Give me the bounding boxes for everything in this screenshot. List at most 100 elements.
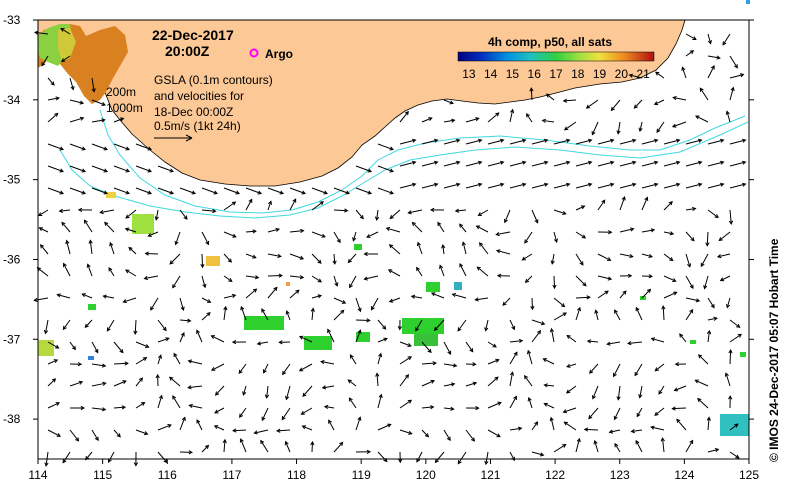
velocity-arrow	[47, 77, 55, 86]
velocity-arrow	[484, 319, 489, 332]
velocity-arrow	[214, 385, 225, 396]
velocity-arrow	[654, 71, 665, 79]
velocity-arrow	[99, 209, 115, 215]
velocity-arrow	[553, 182, 571, 189]
velocity-arrow	[179, 318, 192, 323]
velocity-arrow	[124, 227, 137, 233]
velocity-arrow	[278, 340, 291, 345]
velocity-arrow	[172, 395, 181, 409]
velocity-arrow	[397, 319, 402, 331]
velocity-arrow	[614, 309, 621, 321]
isobaths	[59, 109, 749, 219]
velocity-arrow	[284, 440, 291, 453]
velocity-arrow	[575, 275, 587, 287]
velocity-arrow	[267, 187, 285, 195]
velocity-arrow	[253, 429, 269, 435]
velocity-arrow	[47, 112, 59, 123]
velocity-arrow	[484, 451, 489, 466]
velocity-arrow	[264, 385, 270, 399]
velocity-arrow	[553, 444, 567, 453]
colorbar-tick-label: 13	[462, 67, 476, 81]
velocity-arrow	[47, 143, 65, 151]
velocity-arrow	[509, 351, 518, 365]
velocity-arrow	[729, 160, 747, 167]
velocity-arrow	[619, 273, 633, 278]
velocity-arrow	[399, 341, 412, 347]
velocity-arrows	[33, 27, 747, 467]
velocity-arrow	[91, 118, 106, 123]
velocity-arrow	[147, 231, 159, 237]
velocity-arrow	[200, 253, 205, 269]
velocity-arrow	[676, 418, 687, 431]
velocity-arrow	[421, 341, 432, 354]
velocity-arrow	[613, 363, 621, 378]
sst-patch	[414, 334, 438, 346]
velocity-arrow	[566, 363, 577, 368]
velocity-arrow	[399, 373, 410, 387]
velocity-arrow	[245, 229, 257, 234]
velocity-arrow	[399, 356, 412, 365]
velocity-arrow	[724, 372, 731, 387]
velocity-arrow	[65, 239, 71, 255]
velocity-arrow	[332, 253, 337, 265]
velocity-arrow	[387, 269, 401, 277]
velocity-arrow	[239, 407, 247, 418]
velocity-arrow	[179, 187, 197, 195]
velocity-arrow	[113, 361, 129, 366]
velocity-arrow	[663, 138, 681, 145]
x-tick-label: 114	[28, 468, 47, 482]
velocity-arrow	[333, 441, 344, 453]
velocity-arrow	[726, 297, 731, 309]
velocity-arrow	[610, 99, 621, 112]
velocity-arrow	[634, 363, 643, 377]
velocity-arrow	[496, 273, 511, 278]
velocity-arrow	[545, 93, 555, 101]
velocity-arrow	[661, 305, 666, 321]
sst-observations	[38, 0, 750, 436]
velocity-arrow	[388, 297, 401, 303]
sst-patch	[354, 244, 362, 250]
velocity-arrow	[443, 429, 451, 442]
velocity-arrow	[154, 209, 159, 221]
velocity-arrow	[454, 208, 467, 213]
velocity-arrow	[91, 407, 107, 412]
velocity-arrow	[685, 275, 694, 290]
velocity-arrow	[650, 425, 665, 431]
velocity-arrow	[660, 437, 665, 453]
velocity-arrow	[457, 451, 467, 465]
velocity-arrow	[47, 165, 65, 173]
velocity-arrow	[355, 165, 373, 173]
velocity-arrow	[157, 424, 172, 431]
velocity-arrow	[681, 66, 687, 79]
velocity-arrow	[201, 187, 219, 195]
velocity-arrow	[616, 121, 621, 135]
velocity-arrow	[311, 294, 323, 299]
velocity-arrow	[113, 165, 131, 173]
velocity-arrow	[201, 297, 212, 303]
sst-patch	[38, 340, 54, 356]
velocity-arrow	[213, 425, 225, 431]
velocity-arrow	[593, 439, 599, 453]
y-tick-label: -38	[3, 412, 21, 426]
velocity-arrow	[399, 429, 413, 435]
argo-marker-icon	[249, 48, 259, 58]
velocity-arrow	[728, 348, 733, 365]
velocity-arrow	[179, 297, 185, 312]
velocity-arrow	[521, 253, 533, 261]
velocity-arrow	[311, 253, 322, 264]
velocity-arrow	[697, 397, 709, 409]
velocity-arrow	[187, 385, 203, 390]
velocity-arrow	[320, 359, 335, 365]
gsla-line-1: GSLA (0.1m contours)	[154, 73, 273, 87]
velocity-arrow	[355, 187, 373, 195]
velocity-arrow	[487, 358, 500, 365]
velocity-arrow	[543, 402, 555, 409]
velocity-arrow	[553, 209, 567, 215]
velocity-arrow	[553, 160, 571, 167]
velocity-arrow	[729, 138, 747, 145]
velocity-arrow	[421, 117, 433, 123]
velocity-arrow	[239, 438, 247, 453]
velocity-arrow	[62, 451, 71, 464]
velocity-arrow	[679, 333, 687, 343]
velocity-arrow	[267, 227, 281, 233]
